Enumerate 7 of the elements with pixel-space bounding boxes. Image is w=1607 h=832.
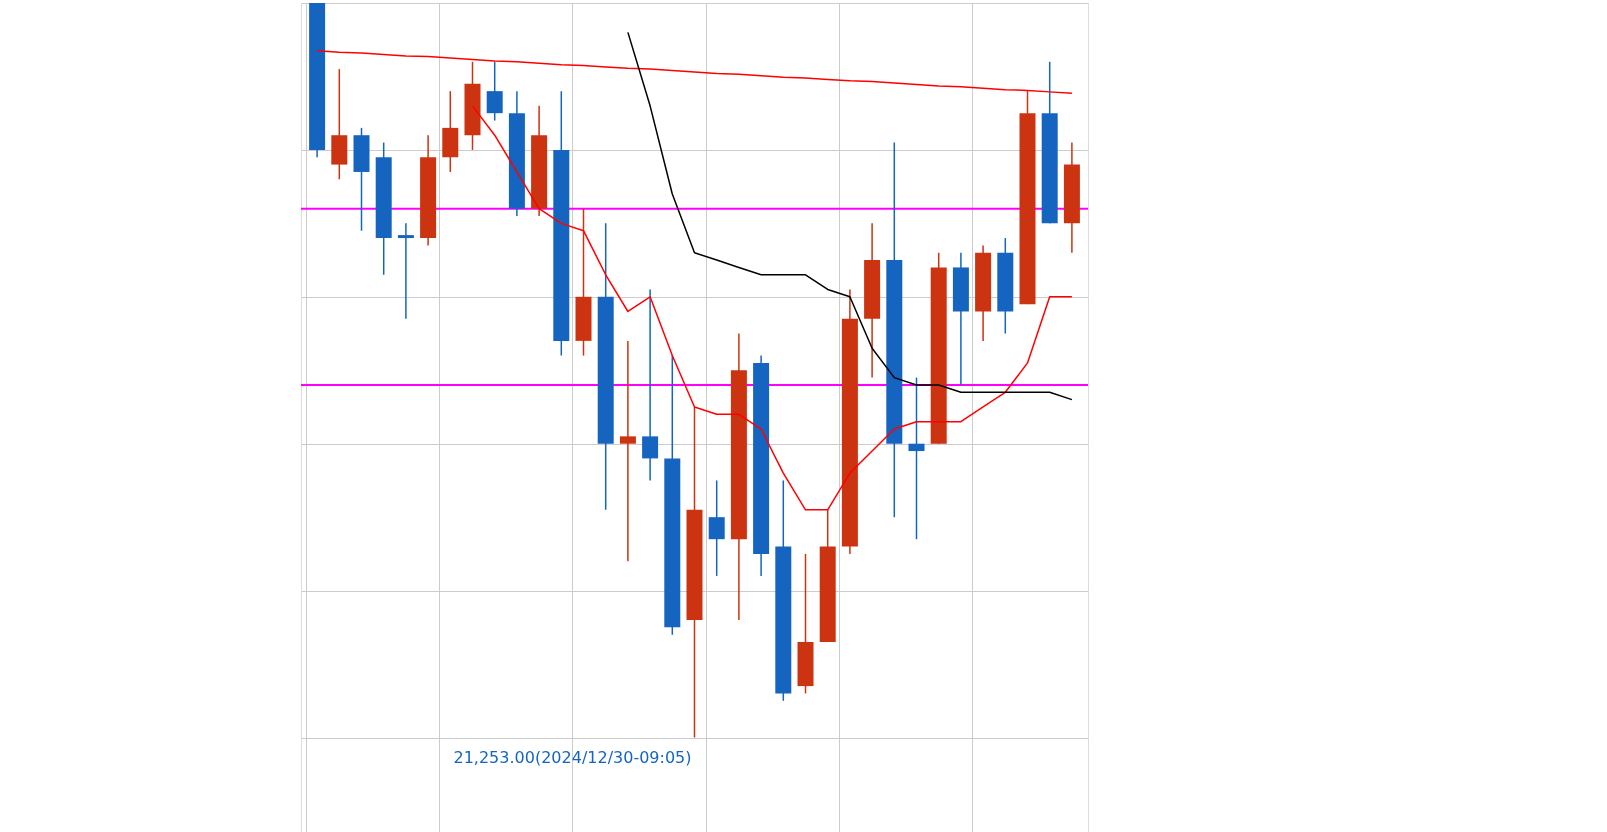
candlestick — [908, 376, 925, 540]
candlestick — [642, 288, 659, 482]
text: 21,253.00(2024/12/30-09:05) — [453, 747, 692, 767]
candlestick — [708, 479, 725, 577]
candlestick — [397, 222, 414, 320]
candlestick — [619, 340, 636, 562]
candlestick — [486, 61, 503, 122]
